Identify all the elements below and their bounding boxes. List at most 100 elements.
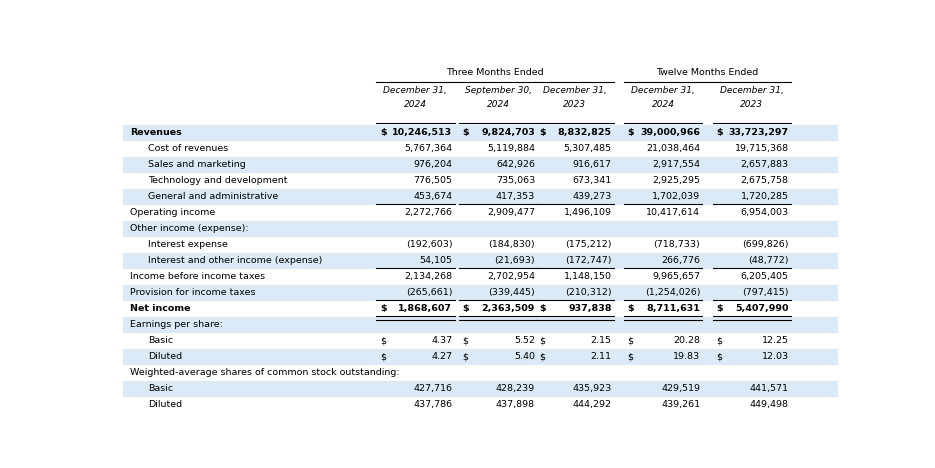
Bar <box>122 141 838 157</box>
Text: $: $ <box>539 352 545 361</box>
Text: Operating income: Operating income <box>130 208 215 217</box>
Text: 429,519: 429,519 <box>661 384 700 394</box>
Text: $: $ <box>627 128 634 137</box>
Text: 2,917,554: 2,917,554 <box>653 160 700 169</box>
Text: September 30,: September 30, <box>465 86 531 95</box>
Text: (265,661): (265,661) <box>406 288 453 297</box>
Text: 2024: 2024 <box>404 101 427 110</box>
Text: Earnings per share:: Earnings per share: <box>130 320 223 329</box>
Text: 19,715,368: 19,715,368 <box>735 144 788 153</box>
Text: 4.27: 4.27 <box>431 352 453 361</box>
Text: 2,363,509: 2,363,509 <box>482 304 535 313</box>
Text: 21,038,464: 21,038,464 <box>646 144 700 153</box>
Text: 2,657,883: 2,657,883 <box>741 160 788 169</box>
Bar <box>122 189 838 205</box>
Text: (184,830): (184,830) <box>488 240 535 249</box>
Text: 54,105: 54,105 <box>420 256 453 265</box>
Text: December 31,: December 31, <box>720 86 784 95</box>
Text: $: $ <box>463 128 469 137</box>
Bar <box>122 124 838 141</box>
Text: General and administrative: General and administrative <box>148 192 279 201</box>
Text: 19.83: 19.83 <box>673 352 700 361</box>
Text: 1,702,039: 1,702,039 <box>652 192 700 201</box>
Text: Interest and other income (expense): Interest and other income (expense) <box>148 256 323 265</box>
Text: 5,767,364: 5,767,364 <box>404 144 453 153</box>
Text: Cost of revenues: Cost of revenues <box>148 144 228 153</box>
Text: (210,312): (210,312) <box>565 288 611 297</box>
Text: (48,772): (48,772) <box>748 256 788 265</box>
Bar <box>122 205 838 221</box>
Bar <box>122 301 838 317</box>
Text: 2024: 2024 <box>486 101 510 110</box>
Bar <box>122 333 838 349</box>
Bar <box>122 253 838 269</box>
Text: 444,292: 444,292 <box>573 401 611 410</box>
Text: 2.11: 2.11 <box>591 352 611 361</box>
Text: 20.28: 20.28 <box>673 336 700 345</box>
Text: 5,307,485: 5,307,485 <box>564 144 611 153</box>
Text: $: $ <box>627 304 634 313</box>
Text: 5,407,990: 5,407,990 <box>735 304 788 313</box>
Text: December 31,: December 31, <box>543 86 607 95</box>
Text: 439,273: 439,273 <box>572 192 611 201</box>
Bar <box>122 365 838 381</box>
Text: Other income (expense):: Other income (expense): <box>130 224 249 233</box>
Text: (175,212): (175,212) <box>566 240 611 249</box>
Text: 9,824,703: 9,824,703 <box>482 128 535 137</box>
Text: 4.37: 4.37 <box>431 336 453 345</box>
Text: 2.15: 2.15 <box>591 336 611 345</box>
Bar <box>122 349 838 365</box>
Text: 976,204: 976,204 <box>413 160 453 169</box>
Text: 9,965,657: 9,965,657 <box>653 272 700 281</box>
Text: Diluted: Diluted <box>148 352 182 361</box>
Text: (699,826): (699,826) <box>742 240 788 249</box>
Text: 428,239: 428,239 <box>496 384 535 394</box>
Text: 2024: 2024 <box>652 101 675 110</box>
Text: 916,617: 916,617 <box>573 160 611 169</box>
Text: Basic: Basic <box>148 336 173 345</box>
Text: Income before income taxes: Income before income taxes <box>130 272 265 281</box>
Text: Diluted: Diluted <box>148 401 182 410</box>
Text: 6,954,003: 6,954,003 <box>741 208 788 217</box>
Text: Provision for income taxes: Provision for income taxes <box>130 288 255 297</box>
Text: 427,716: 427,716 <box>413 384 453 394</box>
Text: December 31,: December 31, <box>383 86 447 95</box>
Text: $: $ <box>539 128 546 137</box>
Bar <box>122 221 838 237</box>
Text: 2,675,758: 2,675,758 <box>741 176 788 185</box>
Text: 2,272,766: 2,272,766 <box>404 208 453 217</box>
Text: 8,832,825: 8,832,825 <box>558 128 611 137</box>
Text: Revenues: Revenues <box>130 128 181 137</box>
Text: 12.25: 12.25 <box>762 336 788 345</box>
Text: (718,733): (718,733) <box>654 240 700 249</box>
Bar <box>122 397 838 413</box>
Text: 1,868,607: 1,868,607 <box>398 304 453 313</box>
Text: $: $ <box>380 352 386 361</box>
Text: 5,119,884: 5,119,884 <box>487 144 535 153</box>
Text: 673,341: 673,341 <box>572 176 611 185</box>
Text: 8,711,631: 8,711,631 <box>646 304 700 313</box>
Text: $: $ <box>716 128 723 137</box>
Bar <box>122 237 838 253</box>
Bar <box>122 269 838 285</box>
Text: 441,571: 441,571 <box>750 384 788 394</box>
Text: 2,134,268: 2,134,268 <box>404 272 453 281</box>
Bar <box>122 157 838 173</box>
Bar <box>122 381 838 397</box>
Bar <box>122 317 838 333</box>
Text: 2023: 2023 <box>564 101 586 110</box>
Text: Twelve Months Ended: Twelve Months Ended <box>656 68 758 77</box>
Text: $: $ <box>380 128 386 137</box>
Text: 449,498: 449,498 <box>750 401 788 410</box>
Text: (21,693): (21,693) <box>495 256 535 265</box>
Text: 5.40: 5.40 <box>514 352 535 361</box>
Text: 439,261: 439,261 <box>661 401 700 410</box>
Text: 1,496,109: 1,496,109 <box>564 208 611 217</box>
Text: 2,925,295: 2,925,295 <box>653 176 700 185</box>
Text: 6,205,405: 6,205,405 <box>741 272 788 281</box>
Text: 417,353: 417,353 <box>496 192 535 201</box>
Text: 453,674: 453,674 <box>413 192 453 201</box>
Text: $: $ <box>716 304 723 313</box>
Text: 39,000,966: 39,000,966 <box>640 128 700 137</box>
Text: $: $ <box>627 352 634 361</box>
